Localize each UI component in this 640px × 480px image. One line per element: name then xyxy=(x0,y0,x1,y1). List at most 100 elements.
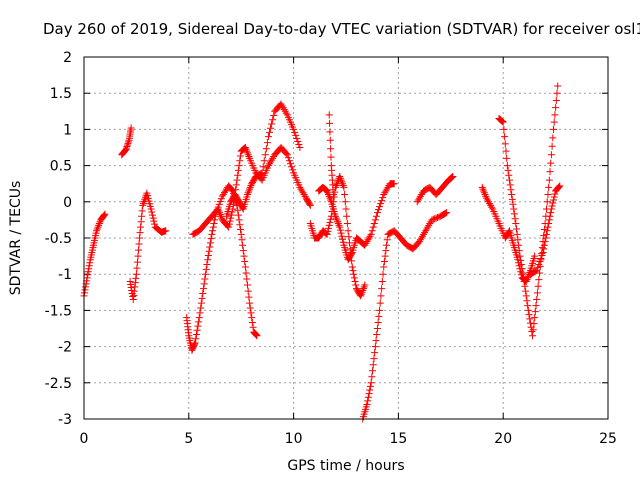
data-point-arc4 xyxy=(204,256,212,264)
data-point-arc13 xyxy=(545,183,553,191)
data-point-arc11 xyxy=(417,191,425,199)
data-point-arc5 xyxy=(269,154,277,162)
data-point-arc4 xyxy=(243,281,251,289)
data-point-arc13 xyxy=(549,134,557,142)
data-point-arc14 xyxy=(542,234,550,242)
data-point-arc7 xyxy=(332,182,340,190)
data-marks xyxy=(80,82,564,423)
data-point-arc1 xyxy=(85,262,93,270)
data-point-arc4 xyxy=(205,247,213,255)
data-point-arc1 xyxy=(93,227,101,235)
data-point-arc5 xyxy=(232,181,240,189)
data-point-arc3 xyxy=(127,280,135,288)
data-point-arc13 xyxy=(520,277,528,285)
data-point-arc6 xyxy=(259,163,267,171)
data-point-arc3 xyxy=(129,293,137,301)
data-point-arc8 xyxy=(336,223,344,231)
plot-frame xyxy=(83,56,609,420)
data-point-arc13 xyxy=(545,176,553,184)
data-point-arc10 xyxy=(371,343,379,351)
data-point-arc13 xyxy=(529,326,537,334)
data-point-arc5 xyxy=(296,183,304,191)
data-point-arc2 xyxy=(123,143,131,151)
data-point-arc3 xyxy=(149,214,157,222)
data-point-arc12 xyxy=(485,198,493,206)
data-point-arc7 xyxy=(352,281,360,289)
data-point-arc4 xyxy=(241,263,249,271)
data-point-arc7 xyxy=(343,220,351,228)
data-point-arc3 xyxy=(135,240,143,248)
data-point-arc14 xyxy=(551,190,559,198)
data-point-arc4 xyxy=(234,211,242,219)
data-point-arc8 xyxy=(335,221,343,229)
data-point-arc11 xyxy=(413,198,421,206)
data-point-arc13 xyxy=(548,142,556,150)
data-point-arc14 xyxy=(539,248,547,256)
data-point-arc3 xyxy=(137,218,145,226)
data-point-arc14 xyxy=(543,230,551,238)
data-point-arc8 xyxy=(333,216,341,224)
data-point-arc4 xyxy=(238,236,246,244)
data-point-arc6 xyxy=(244,189,252,197)
data-point-arc4 xyxy=(197,299,205,307)
data-point-arc13 xyxy=(513,230,521,238)
data-point-arc5 xyxy=(215,207,223,215)
y-tick-label: -3 xyxy=(58,412,72,428)
data-point-arc4 xyxy=(210,220,218,228)
data-point-arc4 xyxy=(191,339,199,347)
chart-title: Day 260 of 2019, Sidereal Day-to-day VTE… xyxy=(43,20,640,38)
data-point-arc10 xyxy=(423,225,431,233)
data-point-arc10 xyxy=(375,312,383,320)
data-point-arc3 xyxy=(133,258,141,266)
data-point-arc14 xyxy=(550,193,558,201)
data-point-arc13 xyxy=(500,125,508,133)
data-point-arc1 xyxy=(82,283,90,291)
data-point-arc2 xyxy=(122,146,130,154)
data-point-arc4 xyxy=(236,221,244,229)
data-point-arc8 xyxy=(326,194,334,202)
data-point-arc6 xyxy=(258,169,266,177)
data-point-arc4 xyxy=(211,216,219,224)
data-point-arc8 xyxy=(334,220,342,228)
data-point-arc13 xyxy=(529,332,537,340)
data-point-arc8 xyxy=(381,189,389,197)
data-point-arc7 xyxy=(337,176,345,184)
data-point-arc13 xyxy=(510,210,518,218)
data-point-arc10 xyxy=(383,241,391,249)
data-point-arc1 xyxy=(86,259,94,267)
data-point-arc3 xyxy=(130,287,138,295)
data-point-arc4 xyxy=(246,299,254,307)
data-point-arc7 xyxy=(336,174,344,182)
data-point-arc13 xyxy=(522,292,530,300)
data-point-arc11 xyxy=(414,196,422,204)
data-point-arc5 xyxy=(242,145,250,153)
data-point-arc10 xyxy=(377,292,385,300)
data-point-arc13 xyxy=(515,247,523,255)
data-point-arc10 xyxy=(443,209,451,217)
data-point-arc10 xyxy=(373,325,381,332)
y-tick-label: 0.5 xyxy=(50,159,72,175)
data-point-arc8 xyxy=(380,191,388,199)
data-point-arc8 xyxy=(348,250,356,258)
data-point-arc12 xyxy=(482,192,490,200)
data-point-arc8 xyxy=(327,196,335,204)
data-point-arc5 xyxy=(243,149,251,157)
data-point-arc6 xyxy=(260,157,268,165)
data-point-arc5 xyxy=(235,162,243,170)
data-point-arc6 xyxy=(268,120,276,128)
data-point-arc13 xyxy=(511,215,519,223)
data-point-arc8 xyxy=(332,212,340,220)
data-point-arc5 xyxy=(234,171,242,179)
data-point-arc8 xyxy=(336,226,344,234)
data-point-arc5 xyxy=(228,208,236,216)
y-tick-label: 1.5 xyxy=(50,86,72,102)
data-point-arc13 xyxy=(504,166,512,174)
data-point-arc7 xyxy=(361,281,369,289)
data-point-arc3 xyxy=(162,227,170,235)
data-point-arc8 xyxy=(384,183,392,191)
data-point-arc13 xyxy=(552,104,560,112)
data-point-arc7 xyxy=(325,224,333,232)
data-point-arc3 xyxy=(148,211,156,219)
data-point-arc3 xyxy=(151,220,159,228)
y-tick-label: -0.5 xyxy=(45,231,72,247)
